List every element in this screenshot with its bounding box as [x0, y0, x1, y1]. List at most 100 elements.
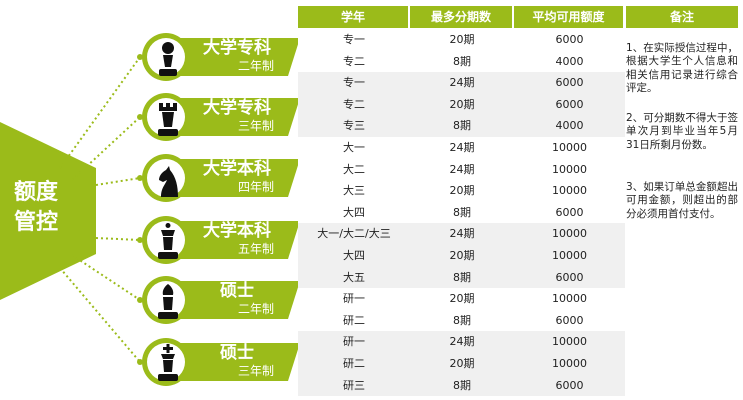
cell-terms: 24期 — [449, 76, 475, 90]
hub-label: 额度 管控 — [6, 178, 66, 238]
pill-title: 大学本科 — [203, 221, 271, 241]
cell-year: 大二 — [343, 162, 365, 176]
header-max-terms: 最多分期数 — [410, 6, 512, 28]
cell-year: 大四 — [343, 205, 365, 219]
cell-limit: 10000 — [552, 292, 587, 306]
header-remarks: 备注 — [626, 6, 738, 28]
king-icon — [158, 344, 178, 381]
cell-limit: 4000 — [555, 54, 584, 68]
bishop-icon — [158, 284, 178, 319]
cell-year: 专一 — [343, 76, 365, 90]
pawn-icon — [159, 42, 177, 76]
cell-terms: 20期 — [449, 184, 475, 198]
cell-year: 研一 — [343, 335, 365, 349]
pill-text: 大学本科 四年制 — [196, 159, 278, 195]
remark-item: 2、可分期数不得大于签单次月到毕业当年5月31日所剩月份数。 — [626, 112, 738, 151]
cell-year: 大一/大二/大三 — [317, 227, 391, 241]
cell-terms: 8期 — [453, 119, 471, 133]
queen-icon — [158, 223, 178, 259]
remark-item: 1、在实际授信过程中，根据大学生个人信息和相关信用记录进行综合评定。 — [626, 42, 738, 94]
row-group-band — [298, 72, 625, 137]
cell-year: 专一 — [343, 33, 365, 46]
pill-text: 大学专科 三年制 — [196, 98, 278, 134]
rook-icon — [158, 103, 178, 136]
cell-limit: 6000 — [555, 378, 584, 392]
cell-year: 专二 — [343, 54, 365, 68]
pill-title: 硕士 — [220, 281, 254, 301]
pill-subtitle: 三年制 — [237, 119, 274, 133]
connector-line — [59, 56, 141, 169]
cell-year: 大三 — [343, 184, 365, 198]
hub-label-line1: 额度 — [13, 180, 58, 205]
connector-line — [59, 267, 141, 363]
cell-terms: 8期 — [453, 270, 471, 284]
connector-line — [95, 177, 141, 186]
cell-year: 研二 — [343, 313, 365, 327]
cell-limit: 10000 — [552, 184, 587, 198]
cell-year: 大一 — [343, 141, 365, 154]
remark-item: 3、如果订单总金额超出可用金额，则超出的部分必须用首付支付。 — [626, 181, 738, 220]
cell-limit: 6000 — [555, 205, 584, 219]
cell-limit: 6000 — [555, 313, 584, 327]
row-group-band — [298, 137, 625, 224]
cell-limit: 6000 — [555, 270, 584, 284]
pill-subtitle: 二年制 — [237, 302, 274, 316]
cell-limit: 6000 — [555, 76, 584, 90]
cell-terms: 20期 — [449, 249, 475, 262]
cell-year: 研一 — [343, 292, 365, 306]
pill-subtitle: 四年制 — [237, 180, 274, 194]
cell-year: 研二 — [343, 357, 365, 370]
cell-year: 大五 — [343, 270, 365, 284]
cell-terms: 8期 — [453, 54, 471, 68]
row-group-band — [298, 223, 625, 289]
row-group-band — [298, 288, 625, 332]
cell-year: 专三 — [343, 119, 365, 133]
cell-terms: 24期 — [449, 162, 475, 176]
pill-text: 硕士 二年制 — [196, 281, 278, 317]
cell-limit: 10000 — [552, 335, 587, 349]
pill-subtitle: 三年制 — [237, 364, 274, 378]
row-group-band — [298, 331, 625, 397]
cell-limit: 6000 — [555, 97, 584, 111]
cell-limit: 6000 — [555, 33, 584, 46]
cell-terms: 8期 — [453, 205, 471, 219]
cell-terms: 24期 — [449, 141, 475, 154]
pill-shape — [142, 216, 300, 264]
pill-title: 大学本科 — [203, 159, 271, 179]
cell-year: 专二 — [343, 97, 365, 111]
cell-terms: 8期 — [453, 313, 471, 327]
cell-limit: 10000 — [552, 357, 587, 370]
hub-label-line2: 管控 — [13, 210, 58, 235]
cell-terms: 20期 — [449, 97, 475, 111]
cell-terms: 24期 — [449, 335, 475, 349]
cell-year: 研三 — [343, 378, 365, 392]
row-group-band — [298, 29, 625, 73]
cell-terms: 20期 — [449, 33, 475, 46]
cell-limit: 4000 — [555, 119, 584, 133]
header-avg-limit: 平均可用额度 — [514, 6, 623, 28]
pill-text: 大学专科 二年制 — [196, 38, 278, 74]
cell-limit: 10000 — [552, 227, 587, 241]
pill-title: 硕士 — [220, 343, 254, 363]
connector-line — [71, 116, 141, 181]
pill-title: 大学专科 — [203, 98, 271, 118]
cell-terms: 24期 — [449, 227, 475, 241]
cell-limit: 10000 — [552, 162, 587, 176]
connector-line — [95, 237, 141, 241]
pill-subtitle: 二年制 — [237, 59, 274, 73]
connector-line — [71, 254, 141, 301]
cell-year: 大四 — [343, 249, 365, 262]
pill-subtitle: 五年制 — [237, 242, 274, 256]
pill-text: 大学本科 五年制 — [196, 221, 278, 257]
cell-terms: 8期 — [453, 378, 471, 392]
cell-terms: 20期 — [449, 292, 475, 306]
cell-limit: 10000 — [552, 249, 587, 262]
pill-text: 硕士 三年制 — [196, 343, 278, 379]
cell-limit: 10000 — [552, 141, 587, 154]
header-year: 学年 — [298, 6, 408, 28]
knight-icon — [159, 166, 178, 197]
pill-title: 大学专科 — [203, 38, 271, 58]
cell-terms: 20期 — [449, 357, 475, 370]
